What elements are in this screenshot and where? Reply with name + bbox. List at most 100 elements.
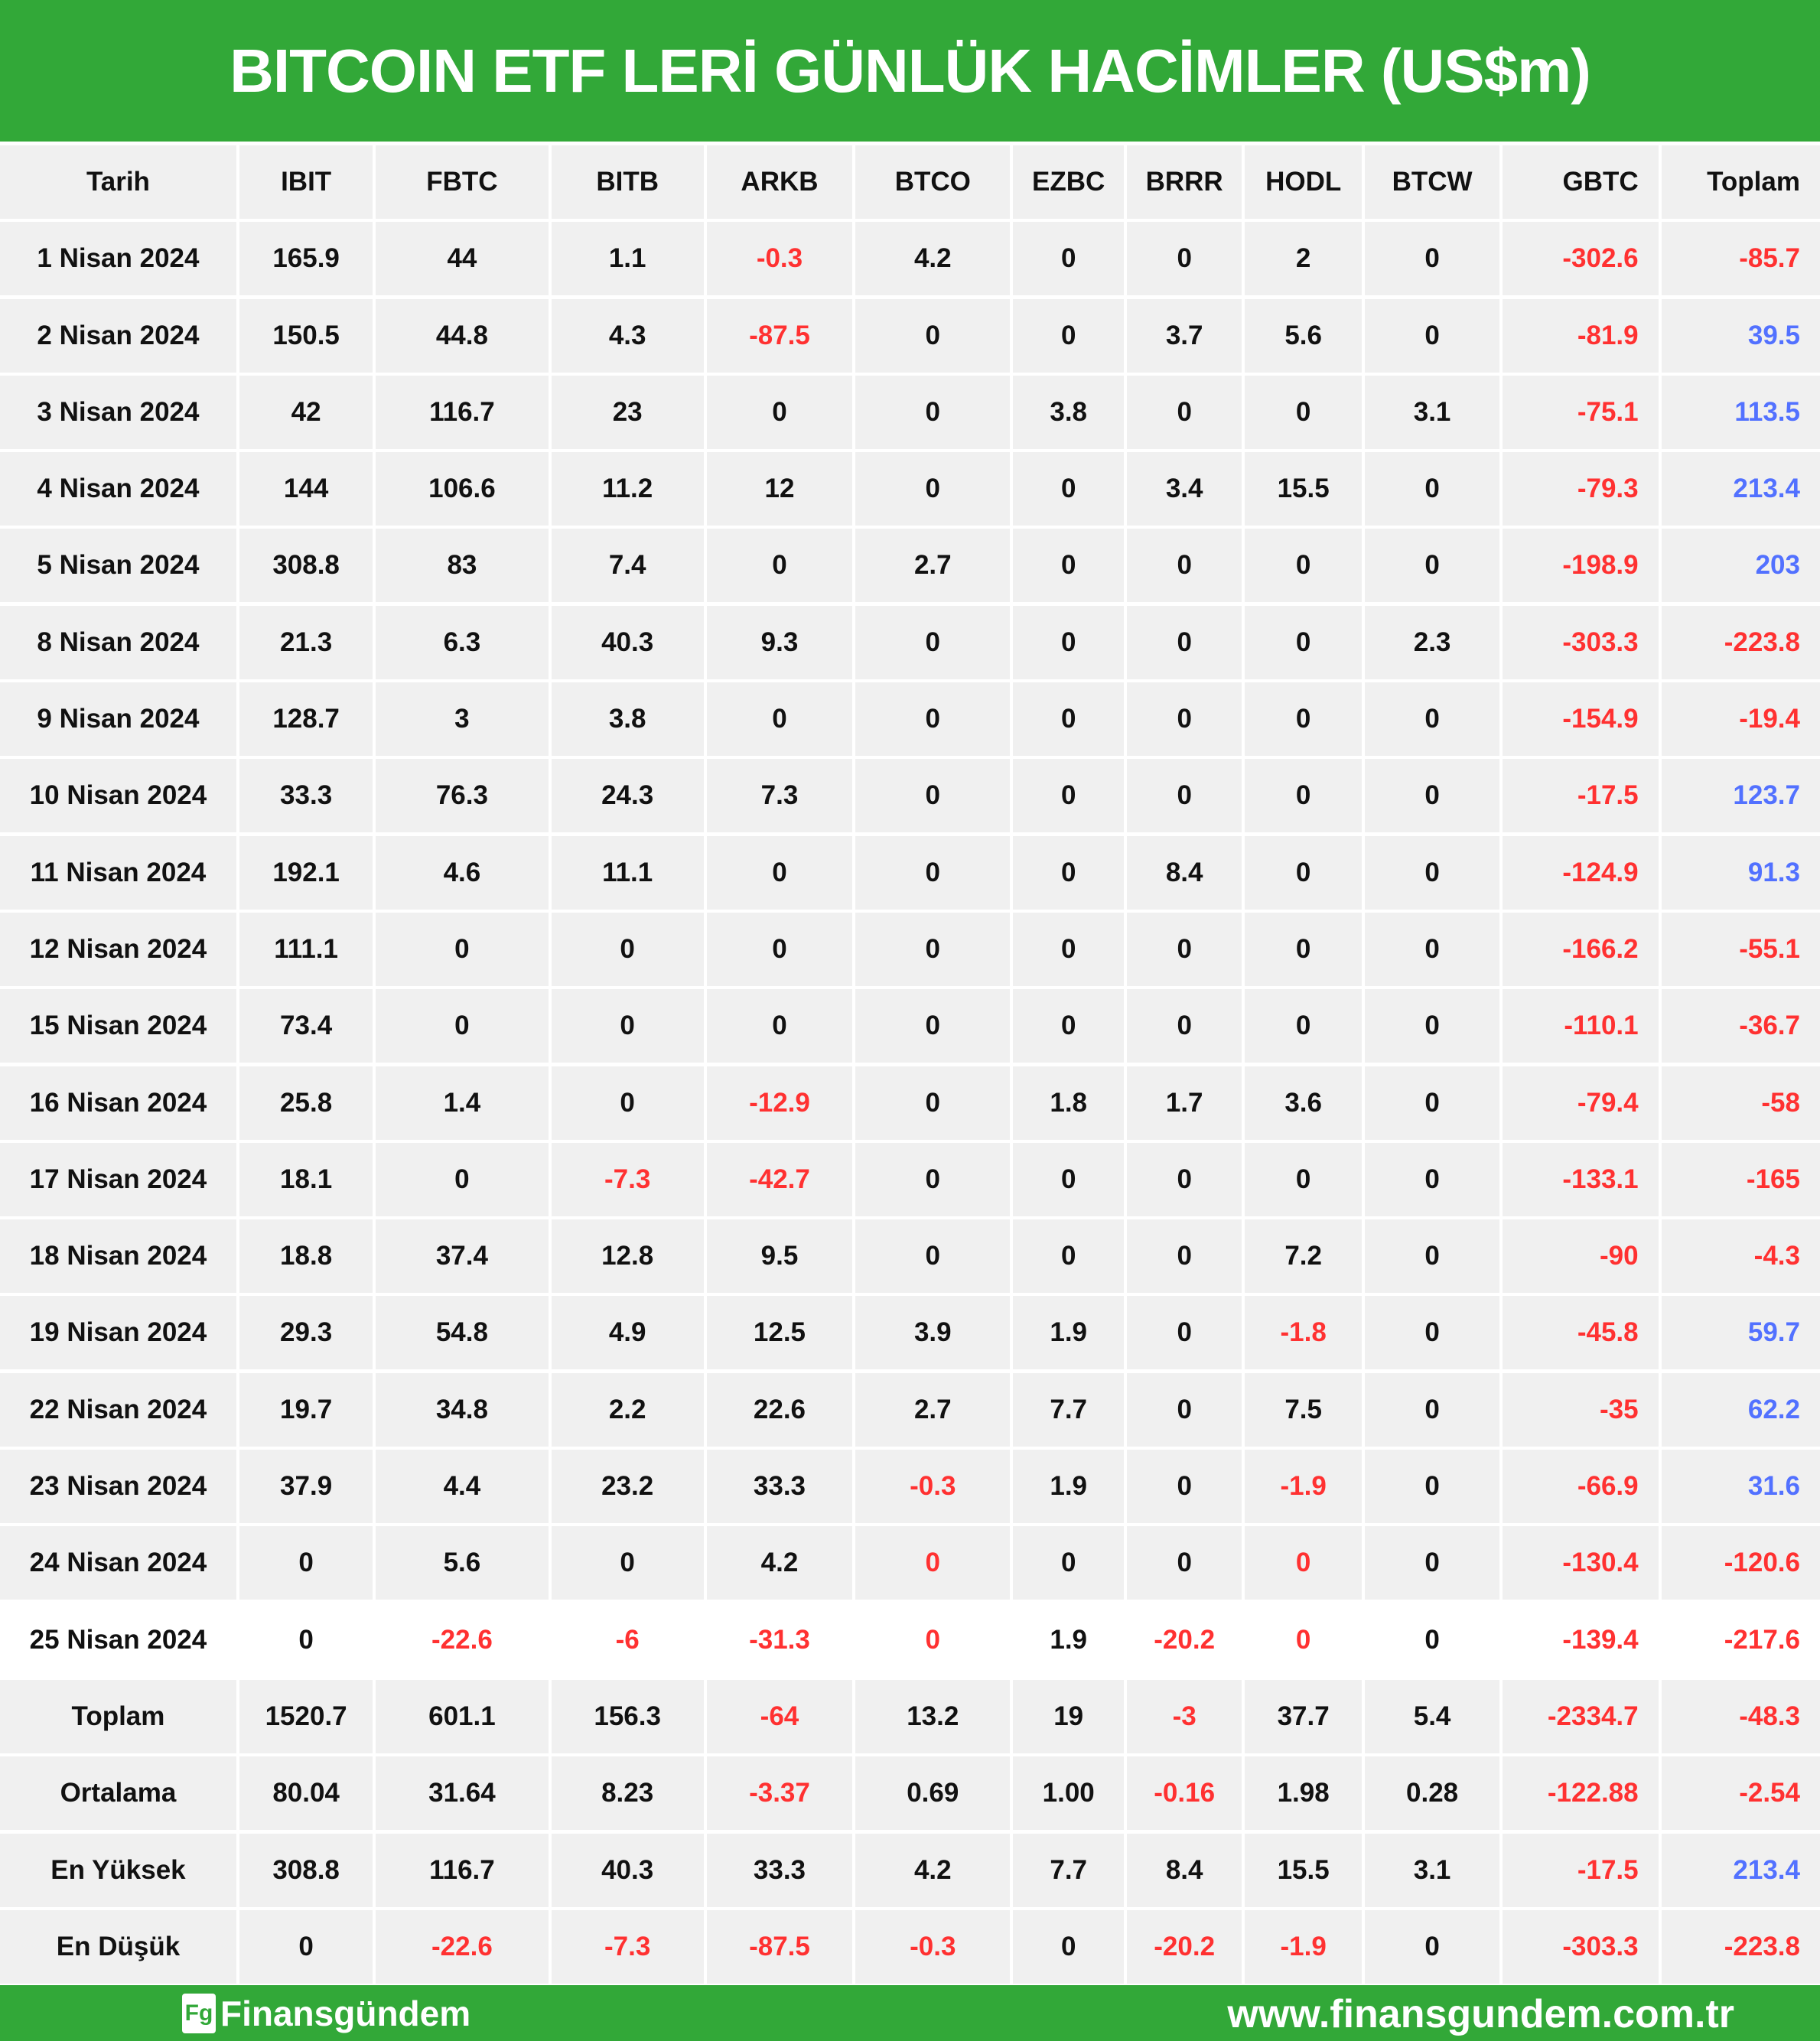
table-cell: 5.6	[376, 1526, 549, 1600]
table-cell: 0	[1013, 989, 1124, 1063]
column-header-bitb: BITB	[551, 145, 704, 219]
table-cell: 0	[1126, 1526, 1242, 1600]
table-cell: 0	[706, 375, 853, 449]
table-cell: -223.8	[1661, 605, 1820, 679]
table-cell: -64	[706, 1679, 853, 1753]
table-row: 23 Nisan 2024 37.9 4.4 23.2 33.3 -0.3 1.9 0 -1.9…	[0, 1450, 1820, 1524]
row-label: 4 Nisan 2024	[0, 452, 236, 526]
table-cell: -2.54	[1661, 1756, 1820, 1831]
table-cell: -217.6	[1661, 1603, 1820, 1677]
table-cell: 0	[1364, 1066, 1500, 1140]
table-cell: -7.3	[551, 1142, 704, 1216]
table-cell: 12.5	[706, 1296, 853, 1370]
table-cell: 0	[855, 375, 1011, 449]
table-cell: 3.8	[551, 682, 704, 757]
table-cell: 1.4	[376, 1066, 549, 1140]
table-cell: 123.7	[1661, 759, 1820, 833]
table-cell: -7.3	[551, 1909, 704, 1984]
table-cell: 0	[1013, 1909, 1124, 1984]
table-cell: 106.6	[376, 452, 549, 526]
table-cell: 0	[706, 912, 853, 986]
column-header-btcw: BTCW	[1364, 145, 1500, 219]
table-cell: 0	[1013, 1219, 1124, 1294]
table-cell: -1.9	[1245, 1450, 1362, 1524]
table-cell: 0	[855, 912, 1011, 986]
row-label: 25 Nisan 2024	[0, 1603, 236, 1677]
table-cell: 33.3	[706, 1833, 853, 1907]
table-cell: 33.3	[706, 1450, 853, 1524]
table-cell: 31.6	[1661, 1450, 1820, 1524]
column-header-hodl: HODL	[1245, 145, 1362, 219]
table-cell: -31.3	[706, 1603, 853, 1677]
table-cell: 7.3	[706, 759, 853, 833]
table-cell: 18.1	[239, 1142, 373, 1216]
table-cell: 37.4	[376, 1219, 549, 1294]
row-label: 16 Nisan 2024	[0, 1066, 236, 1140]
row-label: 2 Nisan 2024	[0, 298, 236, 373]
table-cell: 1520.7	[239, 1679, 373, 1753]
table-cell: 0	[855, 298, 1011, 373]
summary-row: En Yüksek 308.8 116.7 40.3 33.3 4.2 7.7 8.4 15.5…	[0, 1833, 1820, 1907]
table-cell: 37.9	[239, 1450, 373, 1524]
table-cell: 6.3	[376, 605, 549, 679]
table-cell: 7.4	[551, 529, 704, 603]
table-cell: 0	[239, 1909, 373, 1984]
table-cell: 0	[855, 1066, 1011, 1140]
table-cell: 0	[1013, 298, 1124, 373]
table-cell: 4.9	[551, 1296, 704, 1370]
column-header-brrr: BRRR	[1126, 145, 1242, 219]
table-cell: 3.4	[1126, 452, 1242, 526]
footer: Fg Finansgündem www.finansgundem.com.tr	[0, 1985, 1820, 2041]
table-cell: -0.3	[855, 1450, 1011, 1524]
row-label: 8 Nisan 2024	[0, 605, 236, 679]
table-cell: 7.5	[1245, 1372, 1362, 1447]
table-cell: 113.5	[1661, 375, 1820, 449]
table-header-row: Tarih IBIT FBTC BITB ARKB BTCO EZBC BRRR HODL BTC…	[0, 145, 1820, 219]
table-cell: 3.9	[855, 1296, 1011, 1370]
table-cell: 1.7	[1126, 1066, 1242, 1140]
table-row: 19 Nisan 2024 29.3 54.8 4.9 12.5 3.9 1.9 0 -1.8 0…	[0, 1296, 1820, 1370]
table-cell: 31.64	[376, 1756, 549, 1831]
table-cell: 19	[1013, 1679, 1124, 1753]
table-cell: 0	[855, 1603, 1011, 1677]
row-label: 9 Nisan 2024	[0, 682, 236, 757]
table-cell: 21.3	[239, 605, 373, 679]
table-row: 15 Nisan 2024 73.4 0 0 0 0 0 0 0 0 -110.1 -36.7	[0, 989, 1820, 1063]
table-cell: 25.8	[239, 1066, 373, 1140]
table-cell: 12.8	[551, 1219, 704, 1294]
table-cell: 0	[1364, 529, 1500, 603]
table-cell: 0	[1245, 529, 1362, 603]
table-cell: -12.9	[706, 1066, 853, 1140]
table-cell: 0	[1126, 682, 1242, 757]
table-row: 3 Nisan 2024 42 116.7 23 0 0 3.8 0 0 3.1 -75.1 113.…	[0, 375, 1820, 449]
table-row: 25 Nisan 2024 0 -22.6 -6 -31.3 0 1.9 -20.2 0 0 -13…	[0, 1603, 1820, 1677]
table-cell: 7.2	[1245, 1219, 1362, 1294]
table-cell: -48.3	[1661, 1679, 1820, 1753]
table-cell: -42.7	[706, 1142, 853, 1216]
table-row: 16 Nisan 2024 25.8 1.4 0 -12.9 0 1.8 1.7 3.6 0 -79…	[0, 1066, 1820, 1140]
row-label: En Düşük	[0, 1909, 236, 1984]
table-row: 11 Nisan 2024 192.1 4.6 11.1 0 0 0 8.4 0 0 -124.9 9…	[0, 835, 1820, 910]
table-cell: 0	[855, 989, 1011, 1063]
table-cell: 0	[1126, 1142, 1242, 1216]
logo-text: Finansgündem	[220, 1994, 471, 2033]
table-cell: -122.88	[1503, 1756, 1659, 1831]
table-cell: 7.7	[1013, 1833, 1124, 1907]
table-cell: 9.3	[706, 605, 853, 679]
summary-row: Toplam 1520.7 601.1 156.3 -64 13.2 19 -3 37.7 5.4…	[0, 1679, 1820, 1753]
table-cell: 80.04	[239, 1756, 373, 1831]
table-cell: 2.7	[855, 1372, 1011, 1447]
table-cell: 0	[1364, 1603, 1500, 1677]
table-cell: -85.7	[1661, 222, 1820, 296]
table-cell: 0	[376, 912, 549, 986]
row-label: 5 Nisan 2024	[0, 529, 236, 603]
table-row: 18 Nisan 2024 18.8 37.4 12.8 9.5 0 0 0 7.2 0 -90 -4…	[0, 1219, 1820, 1294]
table-cell: 0	[1126, 1372, 1242, 1447]
table-cell: 0	[1013, 222, 1124, 296]
table-cell: 0	[1364, 1219, 1500, 1294]
table-cell: 0	[855, 452, 1011, 526]
table-cell: 9.5	[706, 1219, 853, 1294]
table-cell: -90	[1503, 1219, 1659, 1294]
table-cell: 0	[1245, 989, 1362, 1063]
table-cell: 0	[1126, 1219, 1242, 1294]
